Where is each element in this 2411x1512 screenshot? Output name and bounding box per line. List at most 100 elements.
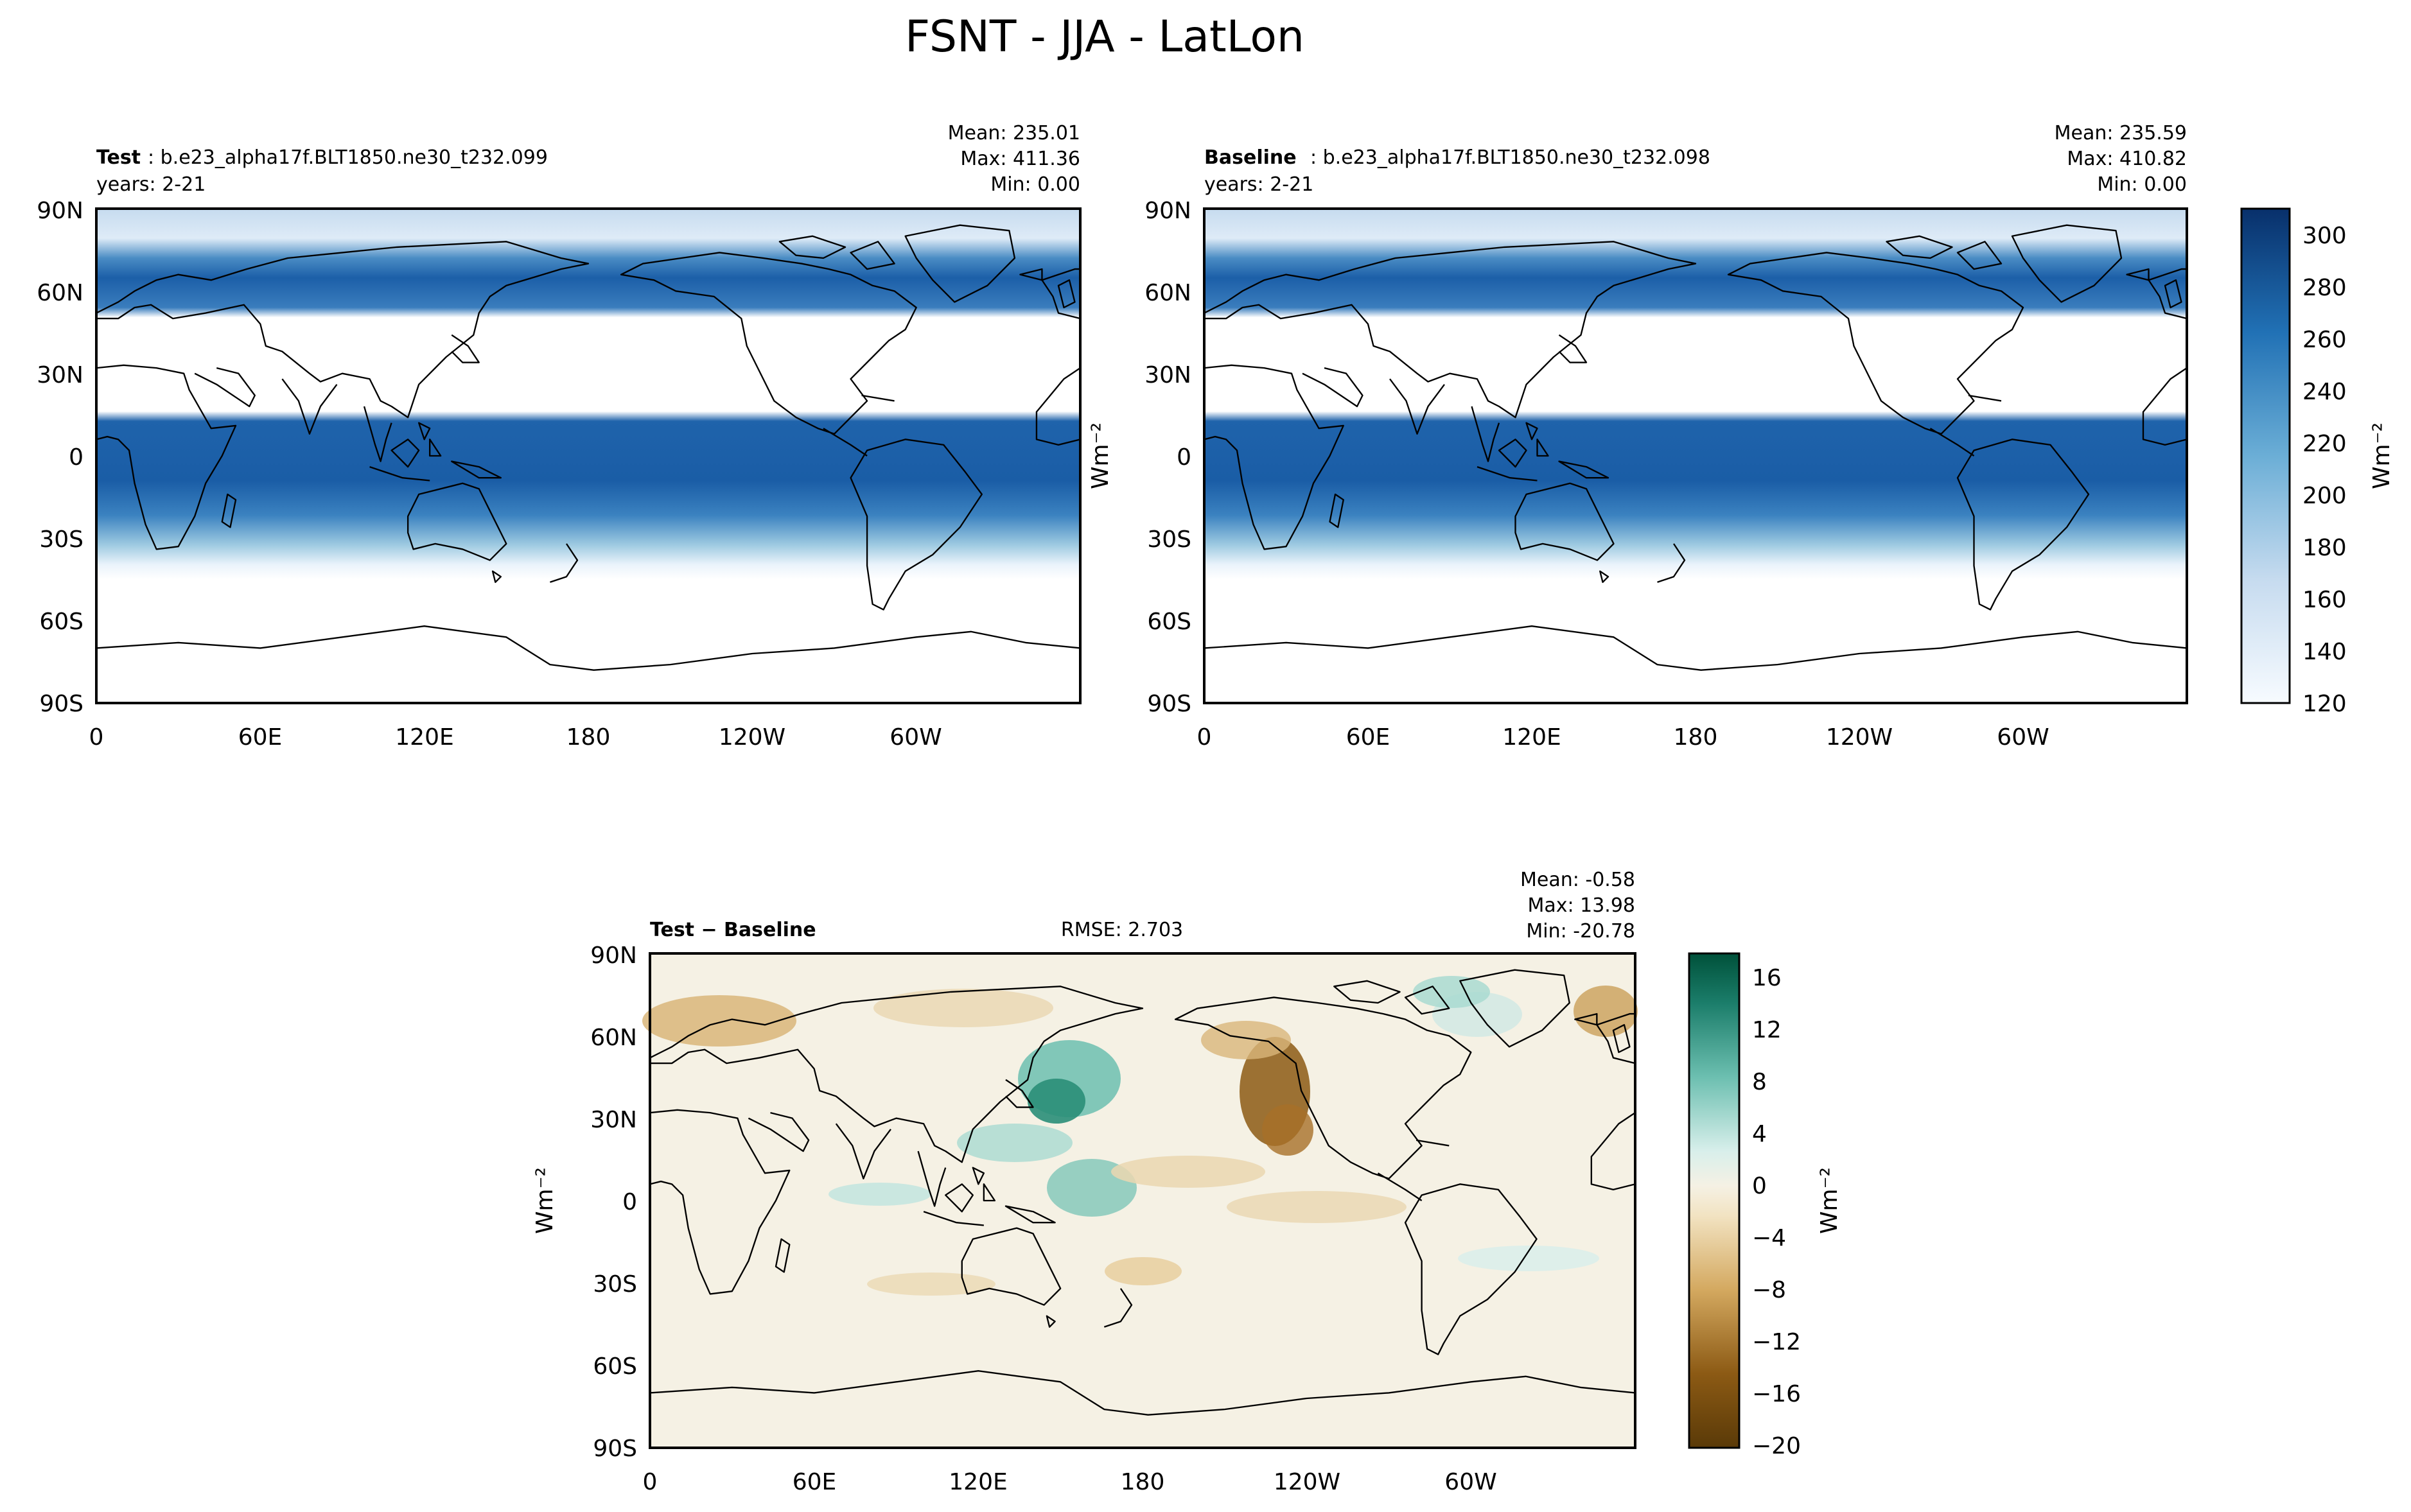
test-stat-mean: Mean: 235.01 (948, 122, 1080, 144)
diff-xtick: 60E (793, 1469, 837, 1495)
diff-xtick: 180 (1121, 1469, 1165, 1495)
diff-rmse: RMSE: 2.703 (1061, 919, 1183, 941)
test-ytick: 30S (39, 526, 83, 553)
baseline-xtick-labels: 0 60E 120E 180 120W 60W (1197, 724, 2049, 751)
blues-cbar-tick: 120 (2302, 691, 2347, 717)
diff-ytick: 60N (590, 1025, 637, 1051)
test-ytick: 0 (69, 444, 83, 471)
test-years: years: 2-21 (96, 173, 206, 196)
diff-cbar-tick: 8 (1752, 1069, 1767, 1095)
blues-cbar-tick: 180 (2302, 535, 2347, 561)
blues-cbar-tick: 240 (2302, 379, 2347, 405)
test-ytick: 60N (37, 280, 83, 306)
test-xtick: 60E (238, 724, 283, 751)
blues-cbar-tick: 280 (2302, 275, 2347, 301)
baseline-ytick-labels: 90N 60N 30N 0 30S 60S 90S (1144, 198, 1191, 717)
test-ytick: 30N (37, 362, 83, 388)
baseline-label-bold: Baseline (1204, 146, 1297, 169)
test-ytick: 60S (39, 609, 83, 635)
baseline-xtick: 60W (1997, 724, 2049, 751)
test-map-field (96, 209, 1080, 703)
blues-cbar-tick: 220 (2302, 431, 2347, 457)
baseline-stat-min: Min: 0.00 (2097, 173, 2187, 196)
baseline-ytick: 90N (1144, 198, 1191, 224)
diff-colorbar-label: Wm⁻² (1816, 1167, 1843, 1234)
baseline-xtick: 60E (1346, 724, 1390, 751)
baseline-xtick: 180 (1674, 724, 1718, 751)
diff-map-frame (649, 952, 1636, 1449)
baseline-stat-mean: Mean: 235.59 (2055, 122, 2187, 144)
diff-cbar-tick: −16 (1752, 1381, 1801, 1407)
diff-xtick: 60W (1444, 1469, 1496, 1495)
diff-label: Test − Baseline (650, 919, 816, 941)
blues-cbar-tick: 260 (2302, 327, 2347, 353)
test-stat-min: Min: 0.00 (990, 173, 1080, 196)
baseline-stat-max: Max: 410.82 (2067, 148, 2187, 170)
diff-colorbar (1688, 952, 1740, 1449)
diff-ytick: 90S (593, 1436, 637, 1462)
test-xtick: 180 (566, 724, 611, 751)
diff-ytick-labels: 90N 60N 30N 0 30S 60S 90S (590, 943, 637, 1462)
diff-colorbar-ticks: 16 12 8 4 0 −4 −8 −12 −16 −20 (1752, 965, 1801, 1459)
baseline-label-case: : b.e23_alpha17f.BLT1850.ne30_t232.098 (1310, 146, 1710, 169)
diff-xtick: 120E (949, 1469, 1007, 1495)
baseline-panel: Baseline : b.e23_alpha17f.BLT1850.ne30_t… (1144, 122, 2395, 751)
diff-cbar-tick: 12 (1752, 1017, 1782, 1043)
baseline-ytick: 90S (1147, 691, 1191, 717)
diff-ytick: 30S (593, 1271, 637, 1298)
diff-cbar-tick: 4 (1752, 1121, 1767, 1147)
blues-cbar-tick: 200 (2302, 483, 2347, 509)
baseline-xtick: 120W (1826, 724, 1893, 751)
test-label-bold: Test (96, 146, 141, 169)
diff-ytick: 0 (622, 1189, 637, 1215)
diff-cbar-tick: −4 (1752, 1225, 1786, 1251)
test-ylabel: Wm⁻² (1087, 422, 1114, 489)
diff-xtick: 0 (643, 1469, 658, 1495)
diff-xtick-labels: 0 60E 120E 180 120W 60W (643, 1469, 1497, 1495)
difference-panel: Test − Baseline RMSE: 2.703 Mean: -0.58 … (532, 869, 1843, 1495)
baseline-ytick: 30N (1144, 362, 1191, 388)
test-panel: Test : b.e23_alpha17f.BLT1850.ne30_t232.… (37, 122, 1114, 751)
baseline-xtick: 0 (1197, 724, 1212, 751)
diff-ylabel: Wm⁻² (532, 1167, 558, 1234)
test-xtick: 120W (719, 724, 785, 751)
test-xtick: 60W (890, 724, 942, 751)
test-xtick: 120E (395, 724, 453, 751)
test-ytick: 90N (37, 198, 83, 224)
figure-title: FSNT - JJA - LatLon (905, 12, 1304, 62)
diff-cbar-tick: 0 (1752, 1173, 1767, 1199)
diff-stat-max: Max: 13.98 (1527, 894, 1635, 917)
diff-cbar-tick: −20 (1752, 1433, 1801, 1459)
diff-map-field (642, 953, 1638, 1448)
diff-cbar-tick: −12 (1752, 1329, 1801, 1355)
test-ytick: 90S (39, 691, 83, 717)
diff-stat-mean: Mean: -0.58 (1520, 869, 1635, 891)
diff-stat-min: Min: -20.78 (1526, 920, 1635, 943)
diff-ytick: 30N (590, 1107, 637, 1133)
baseline-years: years: 2-21 (1204, 173, 1313, 196)
baseline-ytick: 60S (1147, 609, 1191, 635)
test-xtick-labels: 0 60E 120E 180 120W 60W (89, 724, 942, 751)
blues-colorbar-label: Wm⁻² (2369, 422, 2395, 489)
baseline-xtick: 120E (1502, 724, 1561, 751)
test-ytick-labels: 90N 60N 30N 0 30S 60S 90S (37, 198, 83, 717)
blues-colorbar-ticks: 120 140 160 180 200 220 240 260 280 300 (2302, 223, 2347, 717)
baseline-ytick: 30S (1147, 526, 1191, 553)
blues-cbar-tick: 140 (2302, 639, 2347, 665)
test-stat-max: Max: 411.36 (960, 148, 1080, 170)
diff-cbar-tick: 16 (1752, 965, 1782, 991)
blues-cbar-tick: 160 (2302, 587, 2347, 613)
baseline-map-field (1204, 209, 2187, 703)
test-xtick: 0 (89, 724, 104, 751)
diff-ytick: 90N (590, 943, 637, 969)
diff-xtick: 120W (1274, 1469, 1340, 1495)
diff-ytick: 60S (593, 1353, 637, 1380)
baseline-ytick: 0 (1177, 444, 1191, 471)
baseline-map-frame (1203, 207, 2188, 704)
baseline-ytick: 60N (1144, 280, 1191, 306)
test-map-frame (95, 207, 1082, 704)
blues-cbar-tick: 300 (2302, 223, 2347, 249)
test-label-case: : b.e23_alpha17f.BLT1850.ne30_t232.099 (148, 146, 548, 169)
diff-cbar-tick: −8 (1752, 1277, 1786, 1303)
blues-colorbar (2240, 207, 2291, 704)
